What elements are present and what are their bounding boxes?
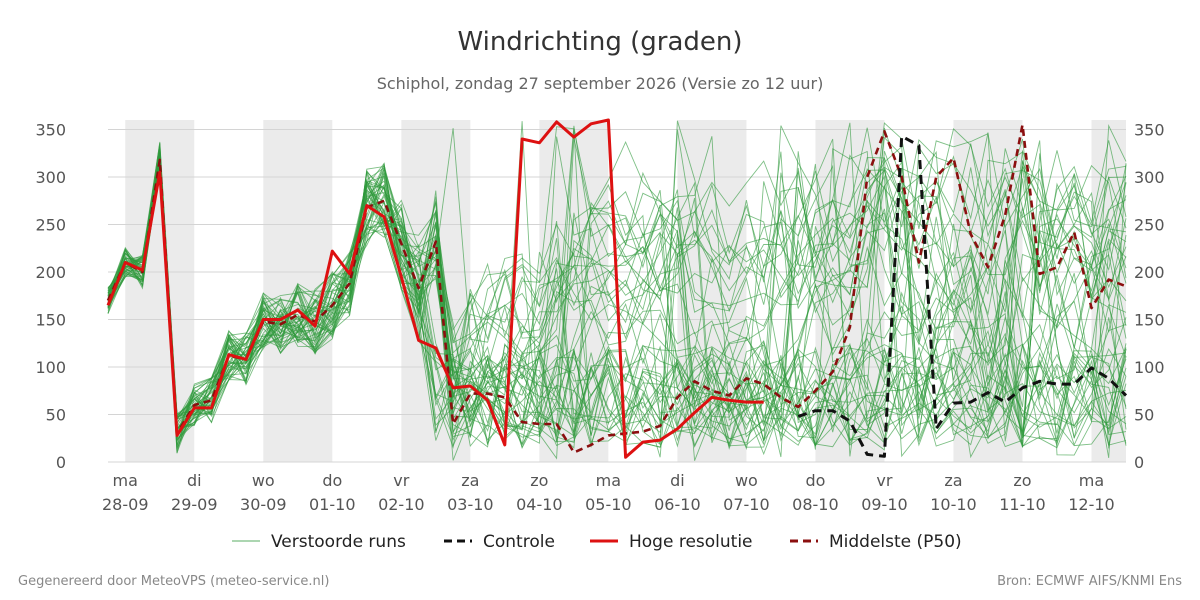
- x-tick-day: di: [670, 471, 685, 490]
- x-tick-day: za: [944, 471, 962, 490]
- y-tick-right-50: 50: [1134, 406, 1154, 425]
- x-tick-day: di: [187, 471, 202, 490]
- ensemble-run: [107, 159, 1127, 448]
- legend-label-2: Hoge resolutie: [629, 532, 753, 552]
- y-tick-right-200: 200: [1134, 263, 1165, 282]
- y-tick-left-100: 100: [35, 358, 66, 377]
- x-tick-date: 06-10: [654, 495, 701, 514]
- ensemble-run: [107, 129, 1127, 450]
- x-tick-day: ma: [596, 471, 621, 490]
- ensemble-run: [107, 168, 1127, 445]
- x-tick-day: vr: [876, 471, 892, 490]
- x-axis-ticks: ma 28-09 di 29-09 wo 30-09 do 01-10 vr 02-10 za 03-…: [102, 471, 1115, 514]
- y-tick-left-350: 350: [35, 121, 66, 140]
- y-tick-right-0: 0: [1134, 453, 1144, 472]
- chart-subtitle: Schiphol, zondag 27 september 2026 (Vers…: [377, 74, 824, 93]
- y-axis-ticks: 0 0 50 50 100 100 150 150 200 200 250 250 300 300 350 3…: [35, 121, 1164, 473]
- x-tick-day: ma: [113, 471, 138, 490]
- y-tick-right-300: 300: [1134, 168, 1165, 187]
- x-tick-date: 04-10: [516, 495, 563, 514]
- y-tick-right-350: 350: [1134, 121, 1165, 140]
- y-tick-left-200: 200: [35, 263, 66, 282]
- ensemble-run: [107, 122, 1127, 458]
- legend-label-0: Verstoorde runs: [271, 532, 406, 552]
- x-tick-day: vr: [393, 471, 409, 490]
- ensemble-run: [107, 177, 1127, 447]
- ensemble-run: [107, 128, 1127, 435]
- legend: Verstoorde runs Controle Hoge resolutie Mid…: [232, 532, 962, 552]
- x-tick-day: wo: [735, 471, 758, 490]
- x-tick-day: zo: [1013, 471, 1031, 490]
- x-tick-day: zo: [530, 471, 548, 490]
- ensemble-run: [107, 164, 1127, 448]
- x-tick-day: do: [322, 471, 342, 490]
- ensemble-run: [107, 127, 1127, 436]
- x-tick-date: 30-09: [240, 495, 287, 514]
- x-tick-date: 12-10: [1068, 495, 1115, 514]
- legend-label-1: Controle: [483, 532, 555, 552]
- x-tick-date: 28-09: [102, 495, 149, 514]
- y-tick-left-50: 50: [46, 406, 66, 425]
- y-tick-left-0: 0: [56, 453, 66, 472]
- y-tick-left-150: 150: [35, 311, 66, 330]
- y-tick-right-150: 150: [1134, 311, 1165, 330]
- series-controle: [797, 134, 1128, 458]
- y-tick-left-250: 250: [35, 216, 66, 235]
- x-tick-date: 02-10: [378, 495, 425, 514]
- ensemble-run: [107, 138, 1127, 449]
- x-tick-day: do: [805, 471, 825, 490]
- chart-title: Windrichting (graden): [457, 27, 742, 57]
- x-tick-day: za: [461, 471, 479, 490]
- x-tick-day: wo: [252, 471, 275, 490]
- x-tick-date: 09-10: [861, 495, 908, 514]
- x-tick-date: 05-10: [585, 495, 632, 514]
- main-series: [106, 118, 1128, 459]
- x-tick-date: 03-10: [447, 495, 494, 514]
- footer-left: Gegenereerd door MeteoVPS (meteo-service…: [18, 574, 329, 589]
- x-tick-date: 11-10: [999, 495, 1046, 514]
- x-tick-date: 08-10: [792, 495, 839, 514]
- ensemble-run: [107, 138, 1127, 460]
- x-tick-day: ma: [1079, 471, 1104, 490]
- legend-label-3: Middelste (P50): [829, 532, 962, 552]
- x-tick-date: 29-09: [171, 495, 218, 514]
- series-hoge-resolutie: [106, 118, 764, 459]
- ensemble-run: [107, 170, 1127, 450]
- x-tick-date: 07-10: [723, 495, 770, 514]
- footer-right: Bron: ECMWF AIFS/KNMI Ens: [997, 574, 1182, 589]
- y-tick-right-250: 250: [1134, 216, 1165, 235]
- ensemble-run: [107, 150, 1127, 450]
- y-tick-left-300: 300: [35, 168, 66, 187]
- x-tick-date: 01-10: [309, 495, 356, 514]
- y-tick-right-100: 100: [1134, 358, 1165, 377]
- ensemble-run: [107, 124, 1127, 454]
- ensemble-run: [107, 170, 1127, 447]
- ensemble-run: [107, 149, 1127, 446]
- x-tick-date: 10-10: [930, 495, 977, 514]
